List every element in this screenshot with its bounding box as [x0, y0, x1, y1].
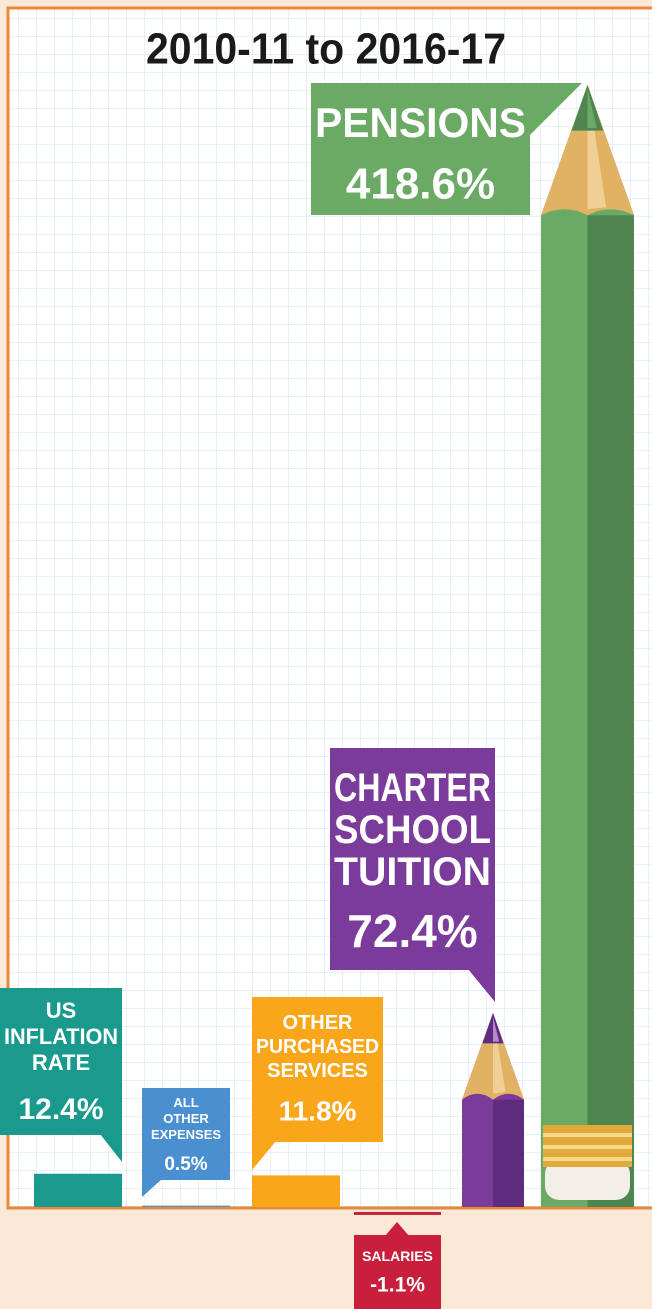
- pencil-shade: [588, 215, 635, 1207]
- category-label-line: ALL: [173, 1095, 198, 1110]
- category-label-line: SCHOOL: [334, 808, 491, 852]
- page: {"chart_data": {"type": "bar", "title": …: [0, 0, 652, 1309]
- value-label: 11.8%: [279, 1095, 357, 1126]
- bar: [142, 1206, 230, 1207]
- category-label-line: OTHER: [283, 1012, 354, 1034]
- category-label-line: OTHER: [163, 1111, 209, 1126]
- category-label-line: US: [46, 998, 77, 1023]
- category-label-line: RATE: [32, 1050, 90, 1075]
- ferrule-ring: [543, 1133, 632, 1137]
- category-label-line: EXPENSES: [151, 1127, 221, 1142]
- category-label-line: SERVICES: [267, 1060, 368, 1082]
- value-label: 418.6%: [346, 160, 495, 209]
- value-label: 72.4%: [347, 905, 477, 957]
- pencil-shade: [493, 1100, 524, 1207]
- category-label-line: CHARTER: [334, 766, 491, 810]
- value-label: 12.4%: [18, 1093, 103, 1126]
- category-label-line: PURCHASED: [256, 1036, 379, 1058]
- bar: [252, 1175, 340, 1207]
- category-label-line: PENSIONS: [315, 99, 526, 146]
- bar: [34, 1174, 122, 1207]
- chart: 2010-11 to 2016-17 USINFLATIONRATE 12.4% A…: [0, 0, 652, 1309]
- category-label-line: SALARIES: [362, 1248, 433, 1264]
- category-label-line: INFLATION: [4, 1024, 118, 1049]
- category-label-line: TUITION: [334, 850, 491, 894]
- ferrule-ring: [543, 1145, 632, 1149]
- category-label: SALARIES: [362, 1248, 433, 1264]
- category-label: PENSIONS: [315, 99, 526, 146]
- ferrule-ring: [543, 1157, 632, 1161]
- chart-title: 2010-11 to 2016-17: [146, 25, 506, 74]
- callout-box: [354, 1235, 441, 1309]
- value-label: -1.1%: [370, 1274, 425, 1297]
- bar: [354, 1212, 441, 1215]
- value-label: 0.5%: [164, 1154, 207, 1175]
